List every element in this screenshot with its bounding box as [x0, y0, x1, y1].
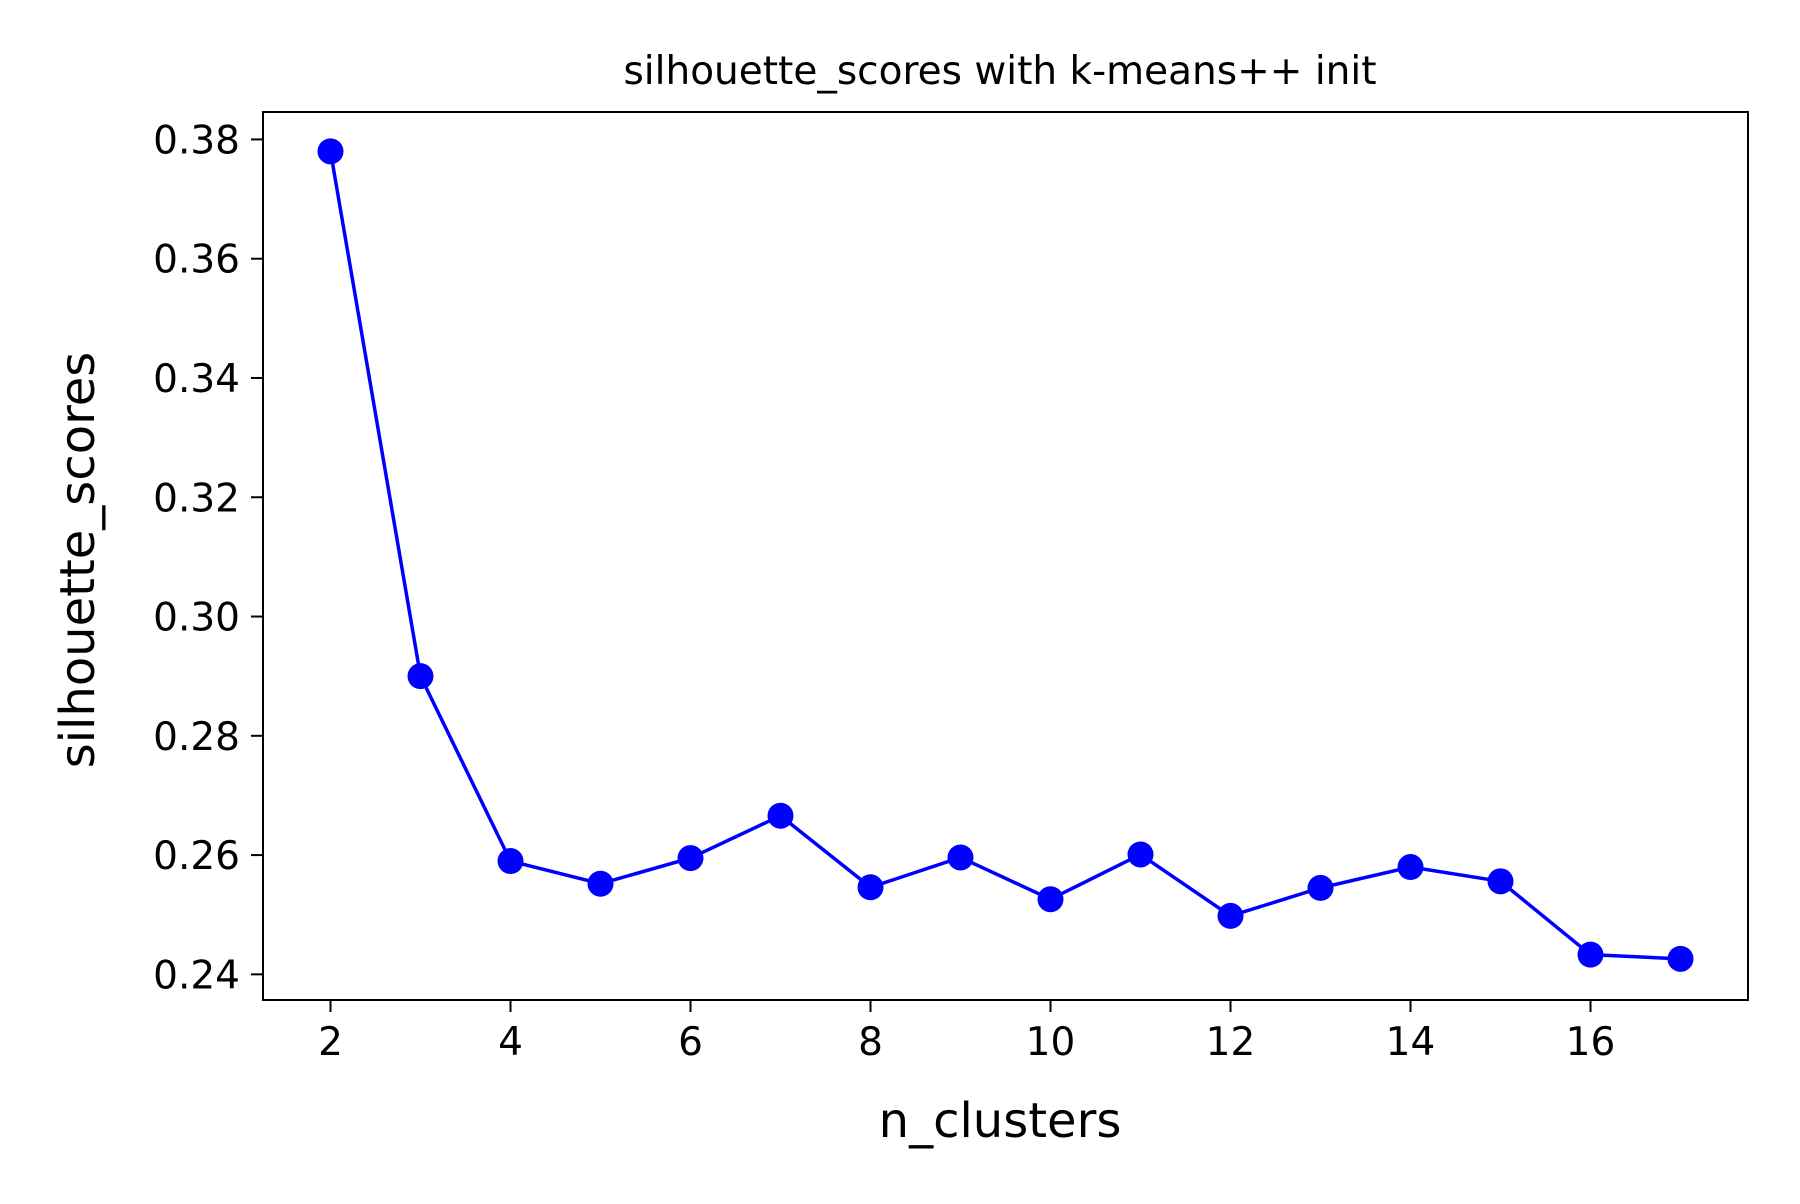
- data-point: [587, 870, 614, 897]
- y-tick-label: 0.34: [153, 357, 240, 402]
- x-tick-label: 8: [858, 1020, 883, 1065]
- x-tick-label: 14: [1386, 1020, 1436, 1065]
- x-tick-label: 4: [498, 1020, 523, 1065]
- data-point: [1667, 945, 1694, 972]
- y-tick-label: 0.28: [153, 715, 240, 760]
- x-tick-label: 16: [1566, 1020, 1616, 1065]
- y-tick-label: 0.30: [153, 596, 240, 641]
- x-axis-label: n_clusters: [879, 1093, 1122, 1149]
- data-point: [1037, 886, 1064, 913]
- x-tick-label: 12: [1206, 1020, 1256, 1065]
- data-point: [677, 845, 704, 872]
- data-point: [947, 844, 974, 871]
- data-point: [857, 874, 884, 901]
- data-point: [407, 663, 434, 690]
- data-point: [1127, 841, 1154, 868]
- axes: 2 4 6 8 10 12 14 16 0.24 0.26 0.28 0.30 0.32 0.34 0.36…: [153, 111, 1749, 1065]
- y-tick-label: 0.26: [153, 834, 240, 879]
- data-point: [1397, 854, 1424, 881]
- data-point: [1487, 868, 1514, 895]
- data-point: [317, 138, 344, 165]
- y-tick-label: 0.38: [153, 118, 240, 163]
- x-tick-label: 6: [678, 1020, 703, 1065]
- data-point: [1307, 874, 1334, 901]
- data-point: [1217, 902, 1244, 929]
- series-line: [328, 151, 1681, 961]
- y-tick-label: 0.24: [153, 953, 240, 998]
- data-point: [767, 802, 794, 829]
- y-tick-label: 0.32: [153, 476, 240, 521]
- data-point: [1577, 941, 1604, 968]
- x-tick-label: 10: [1026, 1020, 1076, 1065]
- data-point: [497, 848, 524, 875]
- chart-title: silhouette_scores with k-means++ init: [623, 49, 1376, 94]
- y-tick-label: 0.36: [153, 238, 240, 283]
- y-axis-label: silhouette_scores: [50, 352, 106, 769]
- series-layer: [317, 138, 1694, 972]
- x-tick-label: 2: [318, 1020, 343, 1065]
- plot-frame: [262, 111, 1749, 1001]
